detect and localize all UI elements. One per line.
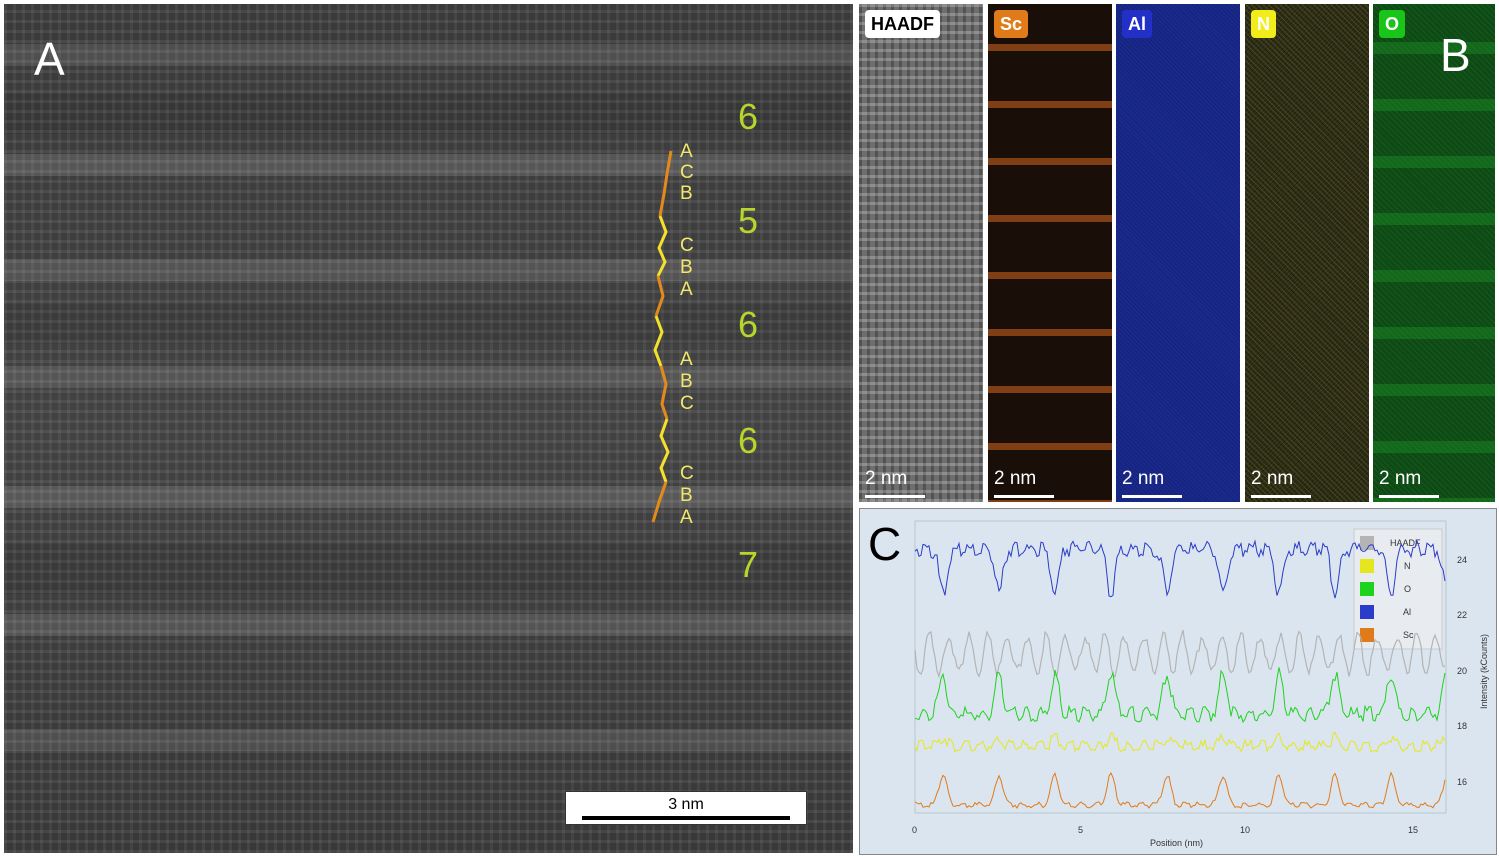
scale-bar-line [582,816,790,820]
sc-map: Sc 2 nm [988,4,1112,502]
map-scalebar-label: 2 nm [1379,468,1422,489]
o-map: O 2 nm [1373,4,1495,502]
layer-count-label: 6 [738,304,759,345]
n-map: N 2 nm [1245,4,1369,502]
profile-n [914,731,1446,753]
map-scalebar-line [1251,495,1311,498]
profile-al [914,539,1446,599]
stacking-letter: B [680,371,693,392]
profile-sc [914,771,1446,809]
scale-bar-label: 3 nm [668,796,704,813]
stacking-zigzag-orange-4 [651,481,668,523]
map-tag-n: N [1251,10,1276,38]
x-tick-label: 5 [1078,825,1083,835]
stacking-letter: A [680,279,693,300]
layer-count-label: 6 [738,420,759,461]
x-tick-label: 10 [1240,825,1250,835]
panel-c-letter: C [868,518,902,570]
stacking-zigzag-orange-2 [654,275,665,317]
panel-b-letter: B [1440,29,1471,81]
y-tick-label: 18 [1457,721,1467,731]
legend-swatch-sc [1360,628,1374,642]
stacking-letter: A [680,141,693,162]
stacking-letter: C [680,393,694,414]
x-axis-label: Position (nm) [1150,838,1203,848]
atomic-row-bands [4,44,853,751]
stacking-zigzag-yellow [656,215,668,277]
map-tag-haadf: HAADF [865,10,940,38]
stacking-letter: C [680,463,694,484]
map-scalebar-label: 2 nm [1122,468,1165,489]
y-tick-label: 22 [1457,610,1467,620]
scale-bar: 3 nm [565,791,807,825]
stacking-letter: B [680,183,693,204]
y-axis-label: Intensity (kCounts) [1479,634,1489,709]
stacking-letter: A [680,349,693,370]
stacking-letter: B [680,485,693,506]
legend-label-haadf: HAADF [1390,538,1421,548]
legend-label-al: Al [1403,607,1411,617]
stacking-letter: A [680,507,693,528]
layer-count-label: 6 [738,96,759,137]
layer-count-label: 5 [738,200,759,241]
map-scalebar-line [1379,495,1439,498]
stacking-letter: C [680,235,694,256]
al-map: Al 2 nm [1116,4,1240,502]
haadf-map: HAADF 2 nm [859,4,983,502]
line-profile-panel: HAADF N O Al Sc 0 5 10 15 Position (nm) … [859,508,1497,855]
profile-curves [914,539,1446,809]
legend-label-o: O [1404,584,1411,594]
stacking-letter: B [680,257,693,278]
haadf-stem-image: A 6 5 6 6 7 A C B C B A A B C C B A 3 nm [4,4,853,853]
stacking-zigzag-yellow-3 [659,418,670,483]
profile-o [914,667,1446,724]
stacking-zigzag-orange [658,150,673,217]
y-tick-label: 16 [1457,777,1467,787]
y-tick-label: 20 [1457,666,1467,676]
profile-haadf [914,629,1446,679]
stacking-zigzag-yellow-2 [653,315,664,367]
x-tick-label: 15 [1408,825,1418,835]
map-scalebar-line [1122,495,1182,498]
line-profile-plot: HAADF N O Al Sc 0 5 10 15 Position (nm) … [912,520,1489,848]
layer-count-label: 7 [738,544,759,585]
panel-a-letter: A [34,33,65,85]
stacking-letter: C [680,162,694,183]
map-scalebar-label: 2 nm [1251,468,1294,489]
map-tag-al: Al [1122,10,1152,38]
stacking-zigzag-orange-3 [659,365,669,420]
legend-swatch-o [1360,582,1374,596]
legend-label-sc: Sc [1403,630,1414,640]
legend-swatch-haadf [1360,536,1374,550]
legend-swatch-n [1360,559,1374,573]
map-scalebar-label: 2 nm [865,468,908,489]
legend-label-n: N [1404,561,1411,571]
map-scalebar-line [994,495,1054,498]
y-tick-label: 24 [1457,555,1467,565]
map-scalebar-line [865,495,925,498]
map-scalebar-label: 2 nm [994,468,1037,489]
x-tick-label: 0 [912,825,917,835]
legend-swatch-al [1360,605,1374,619]
map-tag-o: O [1379,10,1406,38]
map-tag-sc: Sc [994,10,1029,38]
